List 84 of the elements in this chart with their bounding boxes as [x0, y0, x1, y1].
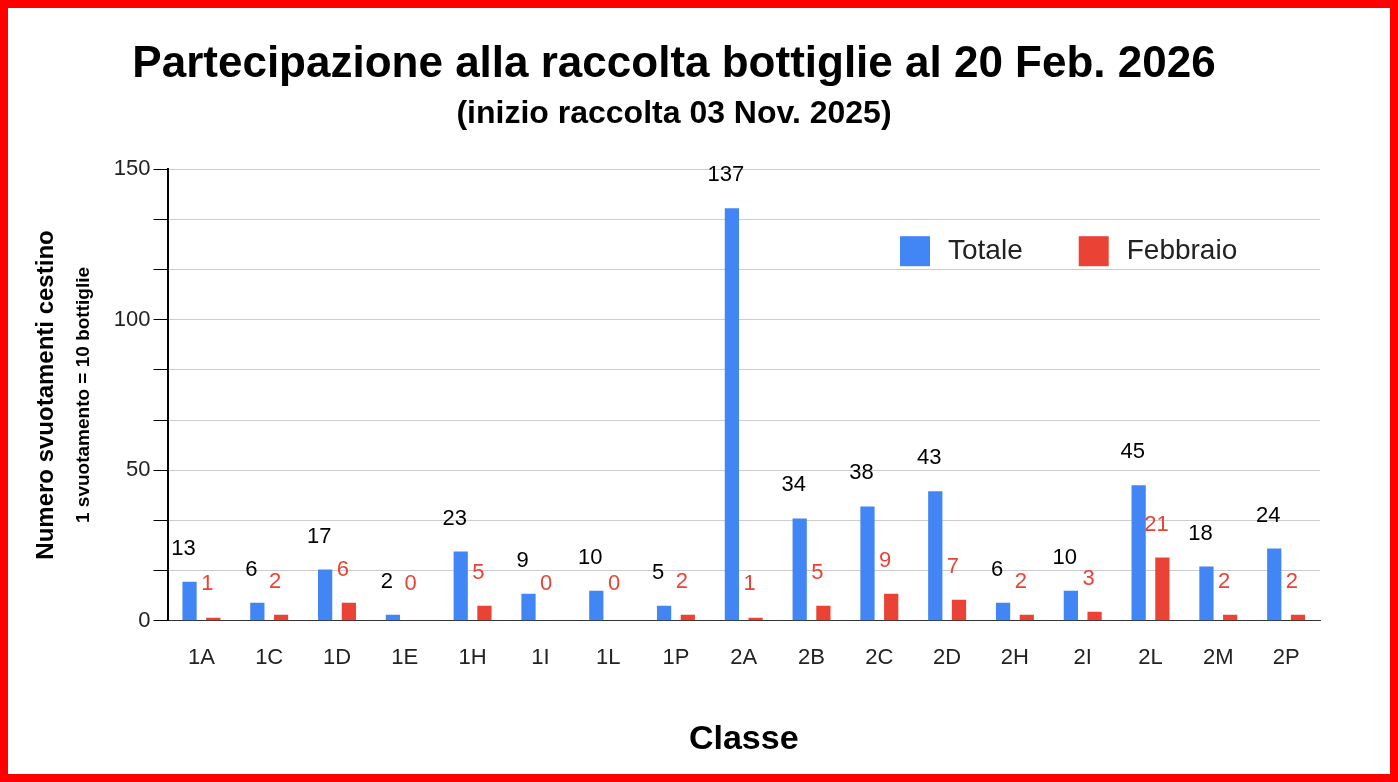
x-tick-label: 2A	[730, 644, 758, 670]
bar	[792, 518, 807, 621]
data-label: 1	[743, 569, 756, 595]
x-tick-label: 1D	[322, 644, 352, 670]
data-label: 6	[990, 555, 1004, 581]
bar	[1155, 557, 1170, 621]
chart-subtitle: (inizio raccolta 03 Nov. 2025)	[456, 93, 892, 130]
data-label: 5	[651, 558, 665, 584]
x-tick-label: 2I	[1073, 644, 1092, 670]
y-tick-label: 100	[113, 305, 151, 331]
bar	[453, 551, 468, 621]
data-label: 7	[946, 552, 960, 578]
data-label: 2	[1014, 567, 1027, 593]
bar	[656, 605, 672, 621]
data-label: 34	[781, 471, 806, 497]
bar	[1267, 548, 1282, 621]
data-label: 5	[811, 558, 824, 584]
x-tick-label: 1H	[458, 644, 487, 670]
bar	[521, 593, 536, 621]
bar	[341, 602, 356, 621]
data-label: 0	[404, 569, 417, 595]
x-tick-label: 1E	[391, 644, 419, 670]
y-tick-label: 0	[138, 606, 151, 632]
data-label: 10	[1052, 543, 1078, 569]
x-tick-label: 2L	[1138, 644, 1163, 670]
data-label: 3	[1082, 564, 1095, 590]
data-label: 9	[879, 546, 892, 572]
x-tick-label: 1L	[595, 644, 621, 670]
x-axis-title: Classe	[688, 717, 799, 756]
x-tick-label: 1A	[187, 644, 216, 670]
x-tick-label: 2B	[798, 644, 826, 670]
x-tick-label: 2P	[1272, 644, 1300, 670]
data-label: 2	[675, 567, 688, 593]
x-tick-label: 2D	[933, 644, 962, 670]
bar	[995, 602, 1011, 621]
data-label: 17	[306, 522, 332, 548]
data-label: 2	[268, 567, 282, 593]
data-label: 6	[336, 555, 349, 581]
legend-label: Totale	[948, 233, 1023, 265]
bar	[860, 506, 875, 621]
data-label: 2	[380, 567, 394, 593]
bar	[951, 599, 967, 621]
y-tick-label: 50	[126, 456, 151, 482]
data-label: 23	[442, 504, 467, 530]
y-tick-label: 150	[113, 155, 151, 181]
bar	[1087, 611, 1102, 621]
data-label: 45	[1120, 438, 1145, 464]
bar	[1131, 485, 1146, 621]
data-label: 38	[849, 459, 874, 485]
data-label: 43	[917, 444, 942, 470]
legend-label: Febbraio	[1126, 233, 1238, 265]
bar	[928, 491, 943, 621]
data-label: 1	[201, 569, 214, 595]
chart-title: Partecipazione alla raccolta bottiglie al 20 Feb. 2026	[132, 36, 1216, 86]
x-tick-label: 2H	[1000, 644, 1029, 670]
data-label: 5	[472, 558, 485, 584]
bar	[589, 590, 604, 621]
bar	[1199, 566, 1214, 621]
bar	[182, 581, 197, 621]
data-label: 2	[1218, 567, 1231, 593]
x-tick-label: 1C	[255, 644, 284, 670]
x-tick-label: 1I	[531, 644, 550, 670]
data-label: 10	[578, 543, 603, 569]
data-label: 0	[540, 569, 553, 595]
bar	[816, 605, 831, 621]
y-axis-title: Numero svuotamenti cestino	[31, 230, 59, 560]
bar	[477, 605, 492, 621]
x-tick-label: 2C	[865, 644, 894, 670]
data-label: 6	[245, 555, 258, 581]
bar	[250, 602, 265, 621]
x-tick-label: 1P	[662, 644, 690, 670]
data-label: 0	[607, 569, 621, 595]
bar	[724, 208, 740, 621]
text: 1 svuotamento = 10 bottiglie	[72, 266, 94, 524]
data-label: 18	[1188, 519, 1213, 545]
x-tick-label: 2M	[1203, 644, 1234, 670]
bar	[1063, 590, 1078, 621]
data-label: 2	[1285, 567, 1299, 593]
bar	[318, 569, 333, 621]
data-label: 137	[707, 161, 745, 187]
data-label: 13	[171, 534, 196, 560]
bar	[884, 593, 899, 621]
data-label: 9	[516, 546, 529, 572]
data-label: 24	[1256, 501, 1281, 527]
